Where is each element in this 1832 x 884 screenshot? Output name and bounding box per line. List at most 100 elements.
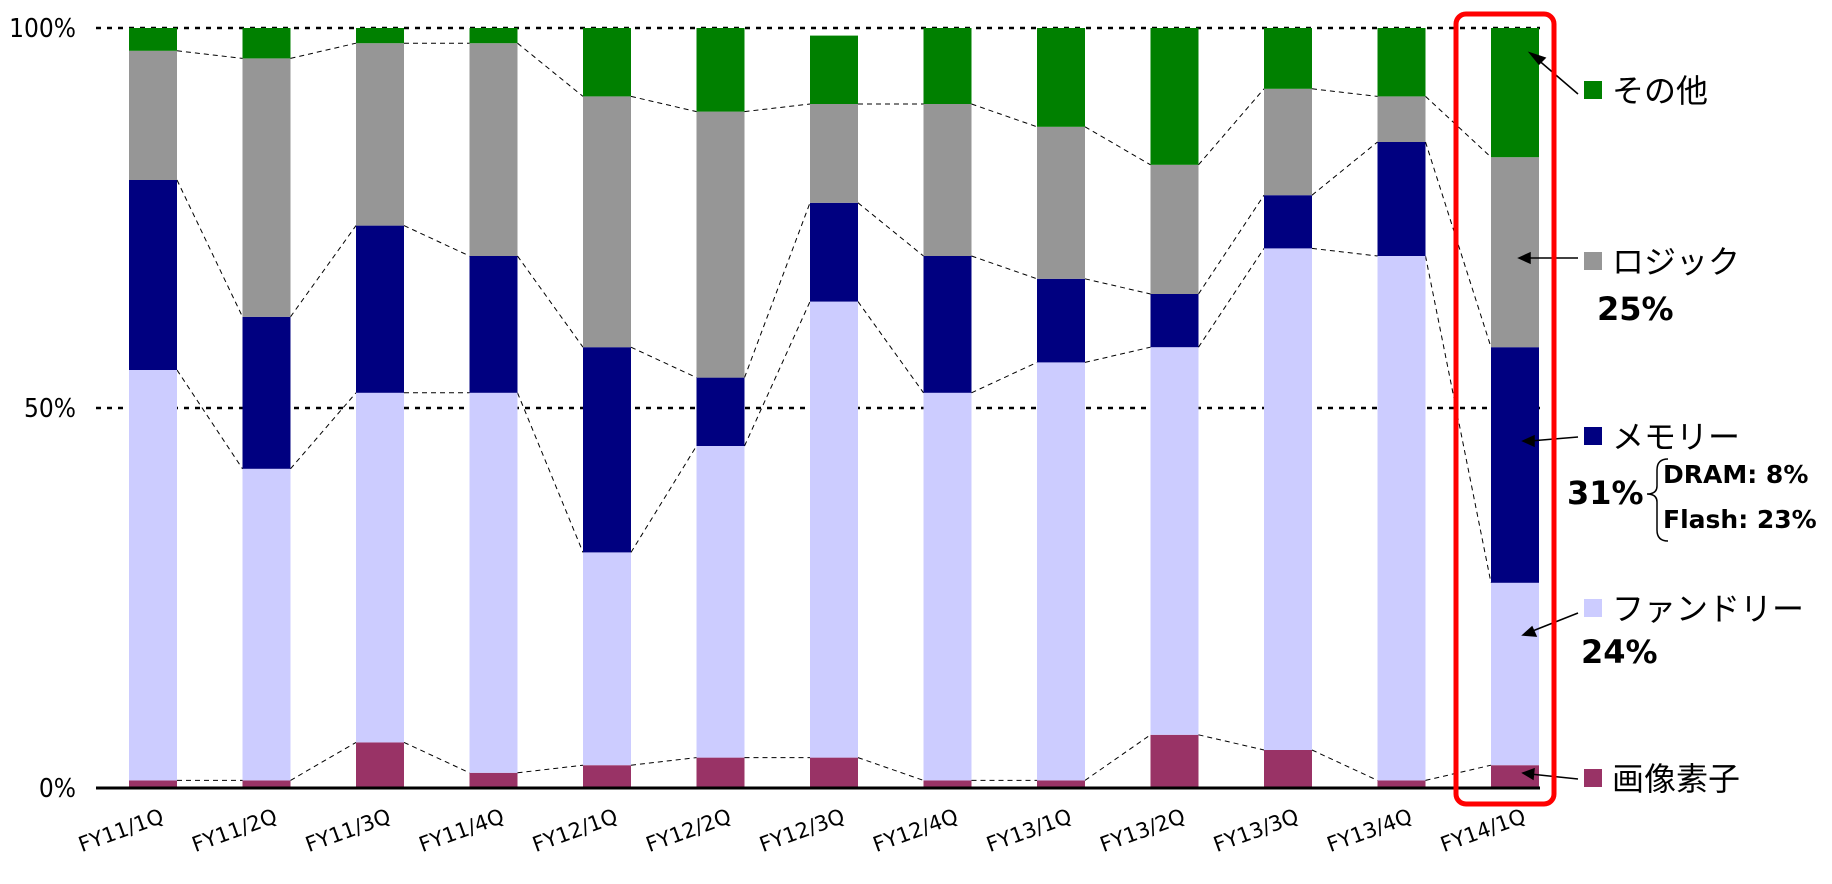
bar-segment-8-3	[923, 256, 972, 393]
y-tick-label: 100%	[9, 14, 76, 44]
bar-segment-8-2	[923, 392, 972, 781]
bar-segment-12-2	[1377, 256, 1426, 781]
bar-segment-1-2	[129, 370, 177, 781]
bar-segment-1-5	[129, 28, 177, 51]
connector-line	[1084, 346, 1151, 363]
connector-line	[290, 392, 357, 470]
legend-label: 画像素子	[1612, 760, 1740, 798]
bar-segment-13-4	[1491, 157, 1539, 348]
legend-swatch	[1584, 769, 1602, 787]
y-tick-label: 0%	[39, 774, 76, 804]
bar-segment-6-4	[696, 111, 745, 378]
memory-percent-label: 31%	[1567, 474, 1644, 512]
highlight-box	[1453, 11, 1557, 807]
connector-line	[971, 255, 1038, 280]
bar-segment-6-2	[696, 446, 745, 758]
connector-line	[1425, 96, 1492, 158]
connector-line	[517, 392, 584, 553]
connector-line	[1311, 88, 1378, 97]
bar-segment-5-4	[583, 96, 631, 348]
bar-segment-9-4	[1037, 126, 1085, 279]
connector-line	[1198, 734, 1265, 751]
bar-segment-12-3	[1377, 142, 1426, 256]
bar-segment-9-5	[1037, 28, 1085, 127]
bar-segment-2-4	[242, 58, 291, 317]
arrow-head-other	[1527, 51, 1547, 66]
legend-label: ロジック	[1612, 243, 1740, 281]
connector-line	[744, 103, 811, 113]
bar-segment-10-5	[1150, 28, 1199, 165]
connector-line	[630, 346, 697, 379]
arrow-head-memory	[1521, 434, 1535, 448]
memory-breakdown-brace	[1646, 458, 1669, 542]
connector-line	[403, 225, 470, 257]
connector-line	[1311, 749, 1378, 781]
bar-segment-2-5	[242, 28, 291, 59]
bar-segment-9-1	[1037, 780, 1085, 788]
connector-line	[290, 42, 357, 59]
legend-swatch	[1584, 599, 1602, 617]
x-tick-label: FY12/1Q	[529, 804, 620, 857]
connector-lines	[176, 42, 1492, 781]
connector-line	[290, 225, 357, 318]
connector-line	[1084, 734, 1151, 781]
bar-segment-7-4	[810, 104, 858, 203]
legend-swatch	[1584, 252, 1602, 270]
connector-line	[971, 361, 1038, 394]
bar-segment-5-5	[583, 28, 631, 97]
connector-line	[176, 179, 243, 318]
bar-segment-8-5	[923, 28, 972, 104]
arrow-other	[1535, 57, 1579, 95]
bar-segment-3-1	[356, 742, 404, 788]
bar-segment-4-5	[469, 28, 518, 44]
bar-segment-13-3	[1491, 347, 1539, 583]
bar-segment-6-3	[696, 377, 745, 446]
bar-segment-11-2	[1264, 248, 1312, 750]
y-tick-label: 50%	[24, 394, 76, 424]
bar-segment-10-3	[1150, 294, 1199, 348]
bar-segment-7-1	[810, 757, 858, 788]
connector-line	[1084, 278, 1151, 295]
connector-line	[857, 202, 924, 257]
bar-segment-2-2	[242, 468, 291, 781]
bar-segment-5-1	[583, 765, 631, 788]
connector-line	[403, 741, 470, 774]
bar-segment-1-4	[129, 50, 177, 180]
x-tick-label: FY11/2Q	[189, 804, 280, 857]
x-tick-label: FY11/3Q	[302, 804, 393, 857]
connector-line	[1425, 764, 1492, 781]
x-tick-label: FY12/3Q	[756, 804, 847, 857]
connector-line	[1198, 248, 1265, 348]
bar-segment-9-3	[1037, 278, 1085, 363]
connector-line	[744, 202, 811, 378]
x-tick-label: FY11/1Q	[75, 804, 166, 857]
connector-line	[517, 255, 584, 348]
bar-segment-8-4	[923, 104, 972, 256]
x-tick-label: FY12/4Q	[870, 804, 961, 857]
bar-segment-6-1	[696, 757, 745, 788]
connector-line	[290, 741, 357, 781]
connector-line	[857, 757, 924, 781]
x-tick-label: FY13/1Q	[983, 804, 1074, 857]
dram-label: DRAM: 8%	[1663, 460, 1808, 489]
bar-segment-12-5	[1377, 28, 1426, 97]
bar-segment-11-5	[1264, 28, 1312, 89]
bar-segment-12-4	[1377, 96, 1426, 142]
connector-line	[857, 301, 924, 394]
bar-segment-8-1	[923, 780, 972, 788]
bar-segment-4-1	[469, 772, 518, 788]
legend-label: その他	[1612, 72, 1708, 110]
bar-segment-7-5	[810, 35, 858, 104]
x-tick-label: FY13/4Q	[1324, 804, 1415, 857]
connector-line	[1198, 194, 1265, 295]
bar-segment-5-3	[583, 347, 631, 553]
bar-segment-4-4	[469, 43, 518, 257]
connector-line	[630, 95, 697, 113]
flash-label: Flash: 23%	[1663, 505, 1817, 534]
legend-label: ファンドリー	[1612, 590, 1804, 628]
legend-swatch	[1584, 81, 1602, 99]
bar-segment-12-1	[1377, 780, 1426, 788]
x-tick-label: FY14/1Q	[1437, 804, 1528, 857]
